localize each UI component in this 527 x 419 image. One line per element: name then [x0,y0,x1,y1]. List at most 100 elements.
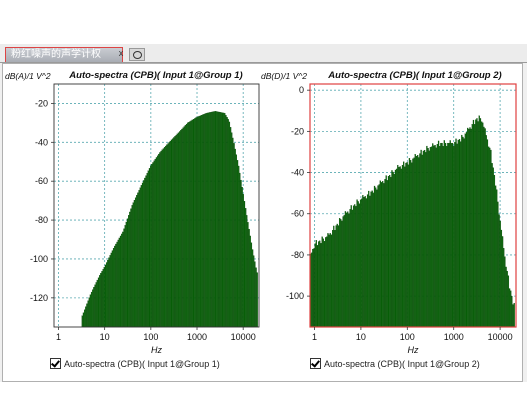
chart1-bar [129,211,131,328]
chart2-bar [345,212,348,328]
chart2-bar [480,121,483,328]
chart2-bar [477,121,479,328]
chart1-bar [138,190,140,328]
chart1-bar [125,221,127,328]
tab-close-icon[interactable]: x [118,48,124,58]
chart2-bar [354,204,356,328]
chart1-bar [207,112,210,328]
legend-1-checkbox[interactable] [50,358,61,369]
chart1-bar [118,237,121,328]
chart1-bar [83,309,86,328]
chart1-xtick-label-0: 1 [56,332,61,342]
chart2-bar [484,128,486,328]
chart2-bar [325,237,327,328]
chart2-bar [475,119,477,328]
chart1-bar [191,119,193,328]
chart2-bar [503,248,505,328]
legend-1[interactable]: Auto-spectra (CPB)( Input 1@Group 1) [50,358,220,369]
chart1-bar [200,114,203,328]
chart2-bar [451,142,454,328]
chart2-bar [419,153,421,328]
chart2-bar [506,270,508,328]
chart2-bar [432,143,434,328]
chart2-bar [465,132,468,328]
chart1-bar [95,282,97,328]
chart1-bar [134,197,137,328]
chart2-bar [449,140,451,328]
chart1-bar [123,228,125,328]
legend-2[interactable]: Auto-spectra (CPB)( Input 1@Group 2) [310,358,480,369]
chart2-bar [460,141,462,328]
chart1-bar [85,306,87,328]
chart2-bar [379,180,381,328]
chart2-bar [397,165,399,328]
chart2-bar [483,126,485,328]
chart2-bar [463,138,465,328]
chart1-bar [92,289,94,328]
chart1-bar [160,150,162,328]
chart2-bar [386,180,388,328]
chart2-bar [439,146,441,328]
chart1-bar [128,215,130,328]
chart2-ylabel: dB(D)/1 V^2 [261,71,307,81]
legend-1-label: Auto-spectra (CPB)( Input 1@Group 1) [64,359,220,369]
chart1-bar [154,158,156,328]
chart1-bar [130,208,132,328]
chart1-bar [167,143,169,328]
tab-link-icon[interactable] [129,48,145,61]
chart1-bar [131,205,133,328]
chart2-bar [398,167,400,328]
chart1-bar [205,113,207,328]
tab-active[interactable]: 粉红噪声的声学计权 [5,47,123,62]
chart2-bar [347,211,349,328]
chart1-bar [238,165,240,328]
chart1-bar [90,291,93,328]
chart2-bar [467,127,469,328]
chart2-bar [313,248,315,328]
chart1-bar [195,117,197,328]
chart1-bar [86,303,88,328]
chart2-bar [376,189,378,328]
chart2-bar [378,184,380,328]
chart2-bar [423,149,426,328]
chart1-bar [218,111,220,328]
chart2-bar [441,142,443,328]
chart1-bar [194,118,196,328]
chart1-bar [112,248,115,328]
chart1-bar [187,122,189,328]
chart2-bar [393,173,395,328]
chart1-bar [231,132,233,328]
legend-2-checkbox[interactable] [310,358,321,369]
chart2-bar [383,183,385,328]
chart1-xtick-label-2: 100 [143,332,158,342]
chart2-bar [337,225,340,328]
chart1-ytick-label-2: -80 [35,215,48,225]
chart1-bar [190,120,192,328]
chart2-bar [448,142,450,328]
chart1-bar [203,114,205,328]
chart1-bar [220,112,222,328]
chart2-bar [490,149,492,328]
chart1-bar [141,182,144,328]
chart2-bar [469,127,471,328]
chart1-bar [159,152,161,328]
chart1-bar [255,267,257,328]
chart2-bar [391,170,393,328]
chart2-bar [429,147,432,328]
chart1-bar [156,155,159,328]
chart1-bar [232,137,234,328]
chart2-bar [510,290,512,328]
chart2-bar [404,166,406,328]
chart1-bar [81,315,83,328]
chart2-bar [342,216,344,328]
chart2-bar [359,199,362,328]
chart2-bar [470,128,472,328]
chart1-bar [188,121,190,328]
chart1-bar [236,160,239,328]
chart2-bar [375,187,377,328]
chart2-xtick-label-2: 100 [400,332,415,342]
chart2-bar [321,236,323,328]
chart2-bar [491,163,493,328]
chart2-bar [356,199,358,328]
chart1-bar [166,144,168,328]
